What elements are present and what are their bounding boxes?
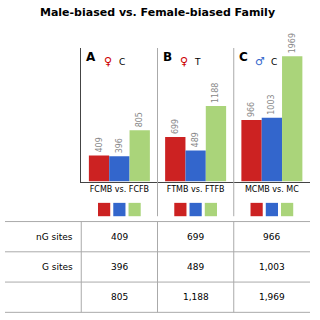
svg-text:409: 409 bbox=[95, 137, 104, 152]
svg-text:MCMB vs. MC: MCMB vs. MC bbox=[245, 185, 299, 194]
svg-text:A: A bbox=[86, 50, 96, 64]
svg-text:966: 966 bbox=[247, 102, 256, 117]
svg-text:nG sites: nG sites bbox=[36, 232, 73, 242]
svg-text:FCMB vs. FCFB: FCMB vs. FCFB bbox=[90, 185, 149, 194]
svg-text:C: C bbox=[239, 50, 248, 64]
svg-text:Male-biased vs. Female-biased: Male-biased vs. Female-biased Family bbox=[40, 6, 275, 19]
svg-text:699: 699 bbox=[187, 232, 204, 242]
svg-text:1,969: 1,969 bbox=[259, 292, 285, 302]
svg-text:805: 805 bbox=[135, 112, 144, 127]
svg-text:1188: 1188 bbox=[211, 83, 220, 103]
svg-text:396: 396 bbox=[115, 138, 124, 153]
svg-text:C: C bbox=[271, 57, 277, 67]
svg-text:♀: ♀ bbox=[104, 55, 112, 68]
svg-text:T: T bbox=[194, 57, 201, 67]
svg-text:1,003: 1,003 bbox=[259, 262, 285, 272]
svg-text:1,188: 1,188 bbox=[183, 292, 209, 302]
svg-text:B: B bbox=[163, 50, 172, 64]
svg-text:699: 699 bbox=[171, 119, 180, 134]
svg-text:489: 489 bbox=[191, 132, 200, 147]
svg-text:C: C bbox=[119, 57, 125, 67]
svg-text:♂: ♂ bbox=[255, 55, 265, 68]
svg-text:409: 409 bbox=[111, 232, 128, 242]
svg-text:♀: ♀ bbox=[180, 55, 188, 68]
svg-text:1969: 1969 bbox=[288, 33, 297, 53]
svg-text:FTMB vs. FTFB: FTMB vs. FTFB bbox=[167, 185, 225, 194]
svg-text:489: 489 bbox=[187, 262, 204, 272]
svg-text:G sites: G sites bbox=[42, 262, 73, 272]
svg-text:1003: 1003 bbox=[267, 94, 276, 114]
svg-text:805: 805 bbox=[111, 292, 128, 302]
svg-text:396: 396 bbox=[111, 262, 128, 272]
svg-text:966: 966 bbox=[263, 232, 280, 242]
